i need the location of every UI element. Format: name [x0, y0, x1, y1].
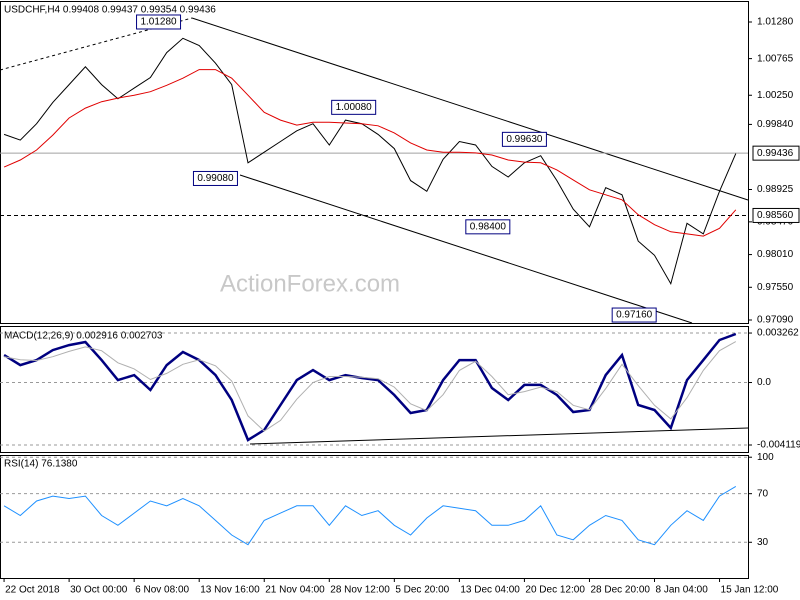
x-tick-label: 13 Dec 04:00	[460, 585, 520, 596]
annotation-box	[331, 99, 377, 115]
y-tick-label: 30	[757, 537, 769, 548]
annotation-box	[465, 219, 511, 235]
rsi-title: RSI(14) 76.1380	[4, 459, 78, 470]
x-tick-label: 21 Nov 04:00	[265, 585, 325, 596]
x-tick-label: 15 Jan 12:00	[721, 585, 779, 596]
x-tick-label: 28 Nov 12:00	[330, 585, 390, 596]
annotation-label: 0.99080	[197, 173, 234, 184]
current-label: 0.99436	[757, 148, 794, 159]
macd-title: MACD(12,26,9) 0.002916 0.002703	[4, 331, 163, 342]
series-line	[3, 332, 737, 442]
x-tick-label: 20 Dec 12:00	[525, 585, 585, 596]
annotation-label: 1.00080	[336, 102, 373, 113]
level-box	[752, 207, 800, 223]
y-tick-label: 1.00765	[757, 53, 794, 64]
channel-upper	[191, 17, 749, 201]
channel-lower	[239, 174, 693, 324]
y-tick-label: 1.01280	[757, 17, 794, 28]
annotation-box	[501, 131, 547, 147]
series-line	[3, 37, 737, 285]
y-tick-label: 100	[757, 452, 774, 463]
y-tick-label: 0.97090	[757, 315, 794, 326]
macd-panel	[0, 326, 749, 453]
annotation-box	[136, 14, 182, 30]
series-line	[4, 341, 737, 432]
y-tick-label: 70	[757, 488, 769, 499]
x-tick-label: 13 Nov 16:00	[200, 585, 260, 596]
x-tick-label: 30 Oct 00:00	[70, 585, 128, 596]
x-tick-label: 22 Oct 2018	[5, 585, 60, 596]
annotation-box	[192, 170, 238, 186]
y-tick-label: 0.003262	[757, 328, 799, 339]
x-tick-label: 28 Dec 20:00	[590, 585, 650, 596]
y-tick-label: 0.97550	[757, 282, 794, 293]
x-tick-label: 6 Nov 08:00	[135, 585, 189, 596]
series-line	[3, 485, 737, 546]
series-line	[3, 69, 737, 237]
y-tick-label: 0.0	[757, 377, 771, 388]
annotation-label: 0.98400	[470, 221, 507, 232]
y-tick-label: -0.004119	[757, 440, 800, 451]
watermark: ActionForex.com	[220, 270, 400, 297]
level-label: 0.98560	[757, 210, 794, 221]
price-panel	[0, 1, 749, 324]
current-box	[752, 145, 800, 161]
macd-trend-line	[249, 427, 749, 445]
annotation-label: 0.99630	[506, 134, 543, 145]
y-tick-label: 0.98925	[757, 184, 794, 195]
x-tick-label: 8 Jan 04:00	[656, 585, 709, 596]
annotation-label: 1.01280	[140, 17, 177, 28]
y-tick-label: 0.99840	[757, 119, 794, 130]
annotation-box	[611, 307, 657, 323]
y-tick-label: 0.98010	[757, 249, 794, 260]
y-tick-label: 1.00250	[757, 90, 794, 101]
x-tick-label: 5 Dec 20:00	[395, 585, 449, 596]
rsi-panel	[0, 455, 749, 579]
chart-title: USDCHF,H4 0.99408 0.99437 0.99354 0.9943…	[4, 5, 216, 16]
annotation-label: 0.97160	[616, 310, 653, 321]
